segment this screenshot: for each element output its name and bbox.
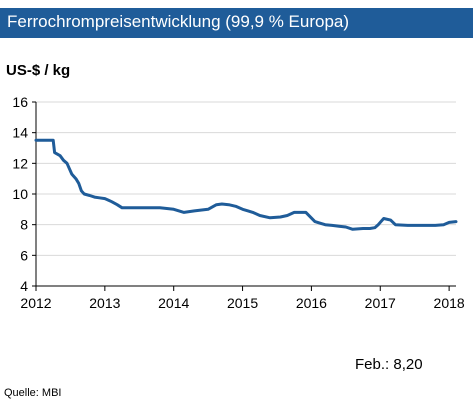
y-tick-label: 8 xyxy=(20,217,28,233)
y-tick-label: 16 xyxy=(12,94,28,110)
x-tick-label: 2012 xyxy=(20,295,51,311)
y-tick-label: 14 xyxy=(12,125,28,141)
y-axis-unit-label: US-$ / kg xyxy=(6,62,71,79)
y-tick-label: 4 xyxy=(20,278,28,294)
x-tick-label: 2016 xyxy=(296,295,327,311)
current-value-label: Feb.: 8,20 xyxy=(355,356,423,373)
chart-title: Ferrochrompreisentwicklung (99,9 % Europ… xyxy=(7,12,350,31)
y-tick-label: 6 xyxy=(20,247,28,263)
x-tick-label: 2014 xyxy=(158,295,189,311)
y-tick-label: 10 xyxy=(12,186,28,202)
x-tick-label: 2017 xyxy=(365,295,396,311)
title-bar: Ferrochrompreisentwicklung (99,9 % Europ… xyxy=(0,8,473,38)
price-series-line xyxy=(34,138,458,231)
x-tick-label: 2015 xyxy=(227,295,258,311)
x-tick-label: 2018 xyxy=(434,295,465,311)
y-tick-label: 12 xyxy=(12,155,28,171)
source-label: Quelle: MBI xyxy=(4,387,62,399)
x-tick-label: 2013 xyxy=(89,295,120,311)
